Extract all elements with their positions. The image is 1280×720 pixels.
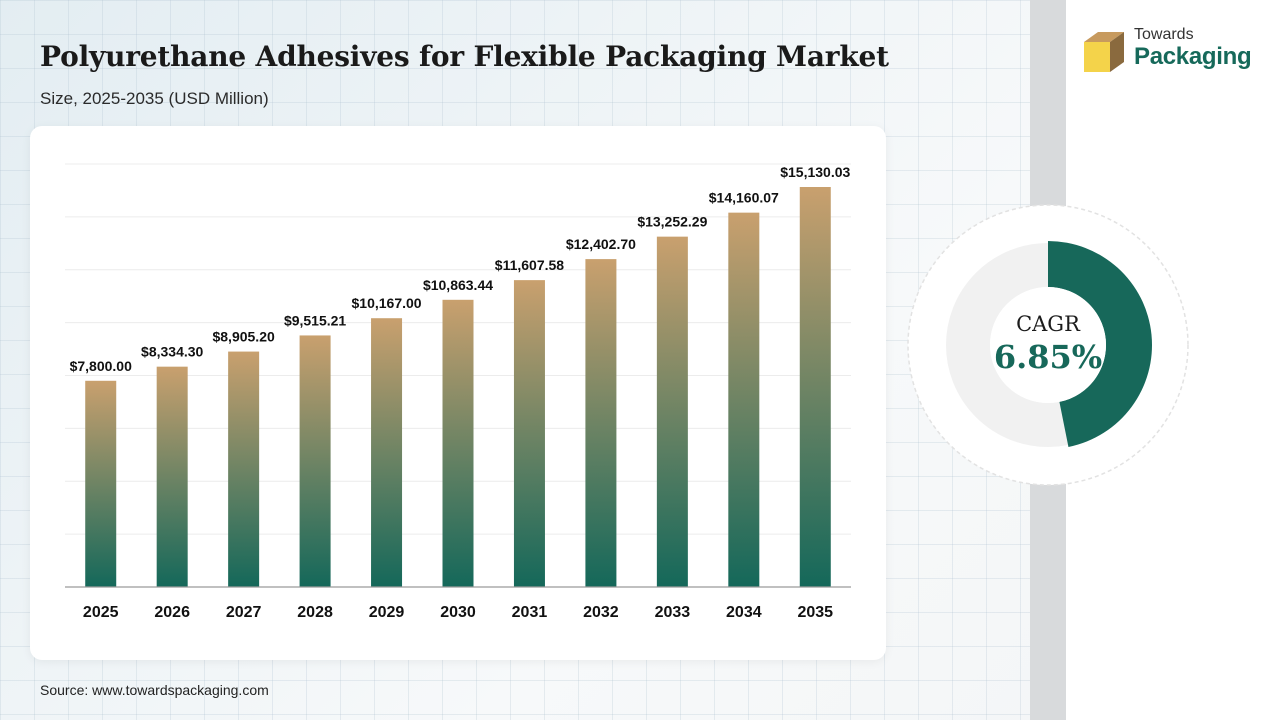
bar-2028	[299, 335, 331, 587]
x-tick-label: 2031	[512, 604, 548, 621]
chart-card: $7,800.00 2025 $8,334.30 2026 $8,905.20 2027 $…	[30, 126, 886, 660]
bar-2033	[656, 236, 688, 587]
data-label: $8,905.20	[212, 329, 274, 345]
brand-logo: Towards Packaging	[1080, 26, 1270, 78]
bar-2030	[442, 299, 474, 587]
bar-2025	[85, 380, 117, 587]
cagr-donut: CAGR 6.85%	[906, 204, 1190, 486]
box-icon	[1084, 32, 1124, 72]
bar-2032	[585, 259, 617, 587]
donut-value-arc	[1048, 241, 1152, 447]
data-label: $14,160.07	[709, 190, 779, 206]
donut-hole	[990, 287, 1106, 403]
logo-text-bottom: Packaging	[1134, 43, 1252, 70]
x-tick-label: 2028	[297, 604, 333, 621]
source-note: Source: www.towardspackaging.com	[40, 682, 269, 698]
data-label: $12,402.70	[566, 236, 636, 252]
x-tick-label: 2033	[655, 604, 691, 621]
cagr-ring	[907, 204, 1189, 486]
data-label: $15,130.03	[780, 164, 850, 180]
x-tick-label: 2026	[154, 604, 190, 621]
page-subtitle: Size, 2025-2035 (USD Million)	[40, 89, 269, 108]
page-title: Polyurethane Adhesives for Flexible Pack…	[40, 40, 889, 73]
x-tick-label: 2034	[726, 604, 762, 621]
bar-2026	[156, 366, 188, 587]
bar-chart: $7,800.00 2025 $8,334.30 2026 $8,905.20 2027 $…	[65, 163, 851, 621]
logo-text-top: Towards	[1134, 26, 1194, 43]
data-label: $7,800.00	[70, 358, 132, 374]
data-label: $9,515.21	[284, 312, 346, 328]
x-tick-label: 2025	[83, 604, 119, 621]
x-tick-label: 2030	[440, 604, 476, 621]
data-label: $8,334.30	[141, 344, 203, 360]
data-label: $11,607.58	[495, 257, 565, 273]
data-label: $10,167.00	[352, 295, 422, 311]
bar-2035	[799, 186, 831, 588]
data-label: $10,863.44	[423, 277, 493, 293]
bar-2031	[513, 280, 545, 587]
x-tick-label: 2035	[797, 604, 833, 621]
bar-2034	[728, 212, 760, 587]
x-tick-label: 2029	[369, 604, 405, 621]
x-tick-label: 2027	[226, 604, 262, 621]
cagr-value: 6.85%	[993, 338, 1103, 376]
data-label: $13,252.29	[637, 214, 707, 230]
cagr-label: CAGR	[1016, 312, 1080, 336]
bar-2029	[371, 318, 403, 587]
bar-2027	[228, 351, 260, 587]
x-tick-label: 2032	[583, 604, 619, 621]
